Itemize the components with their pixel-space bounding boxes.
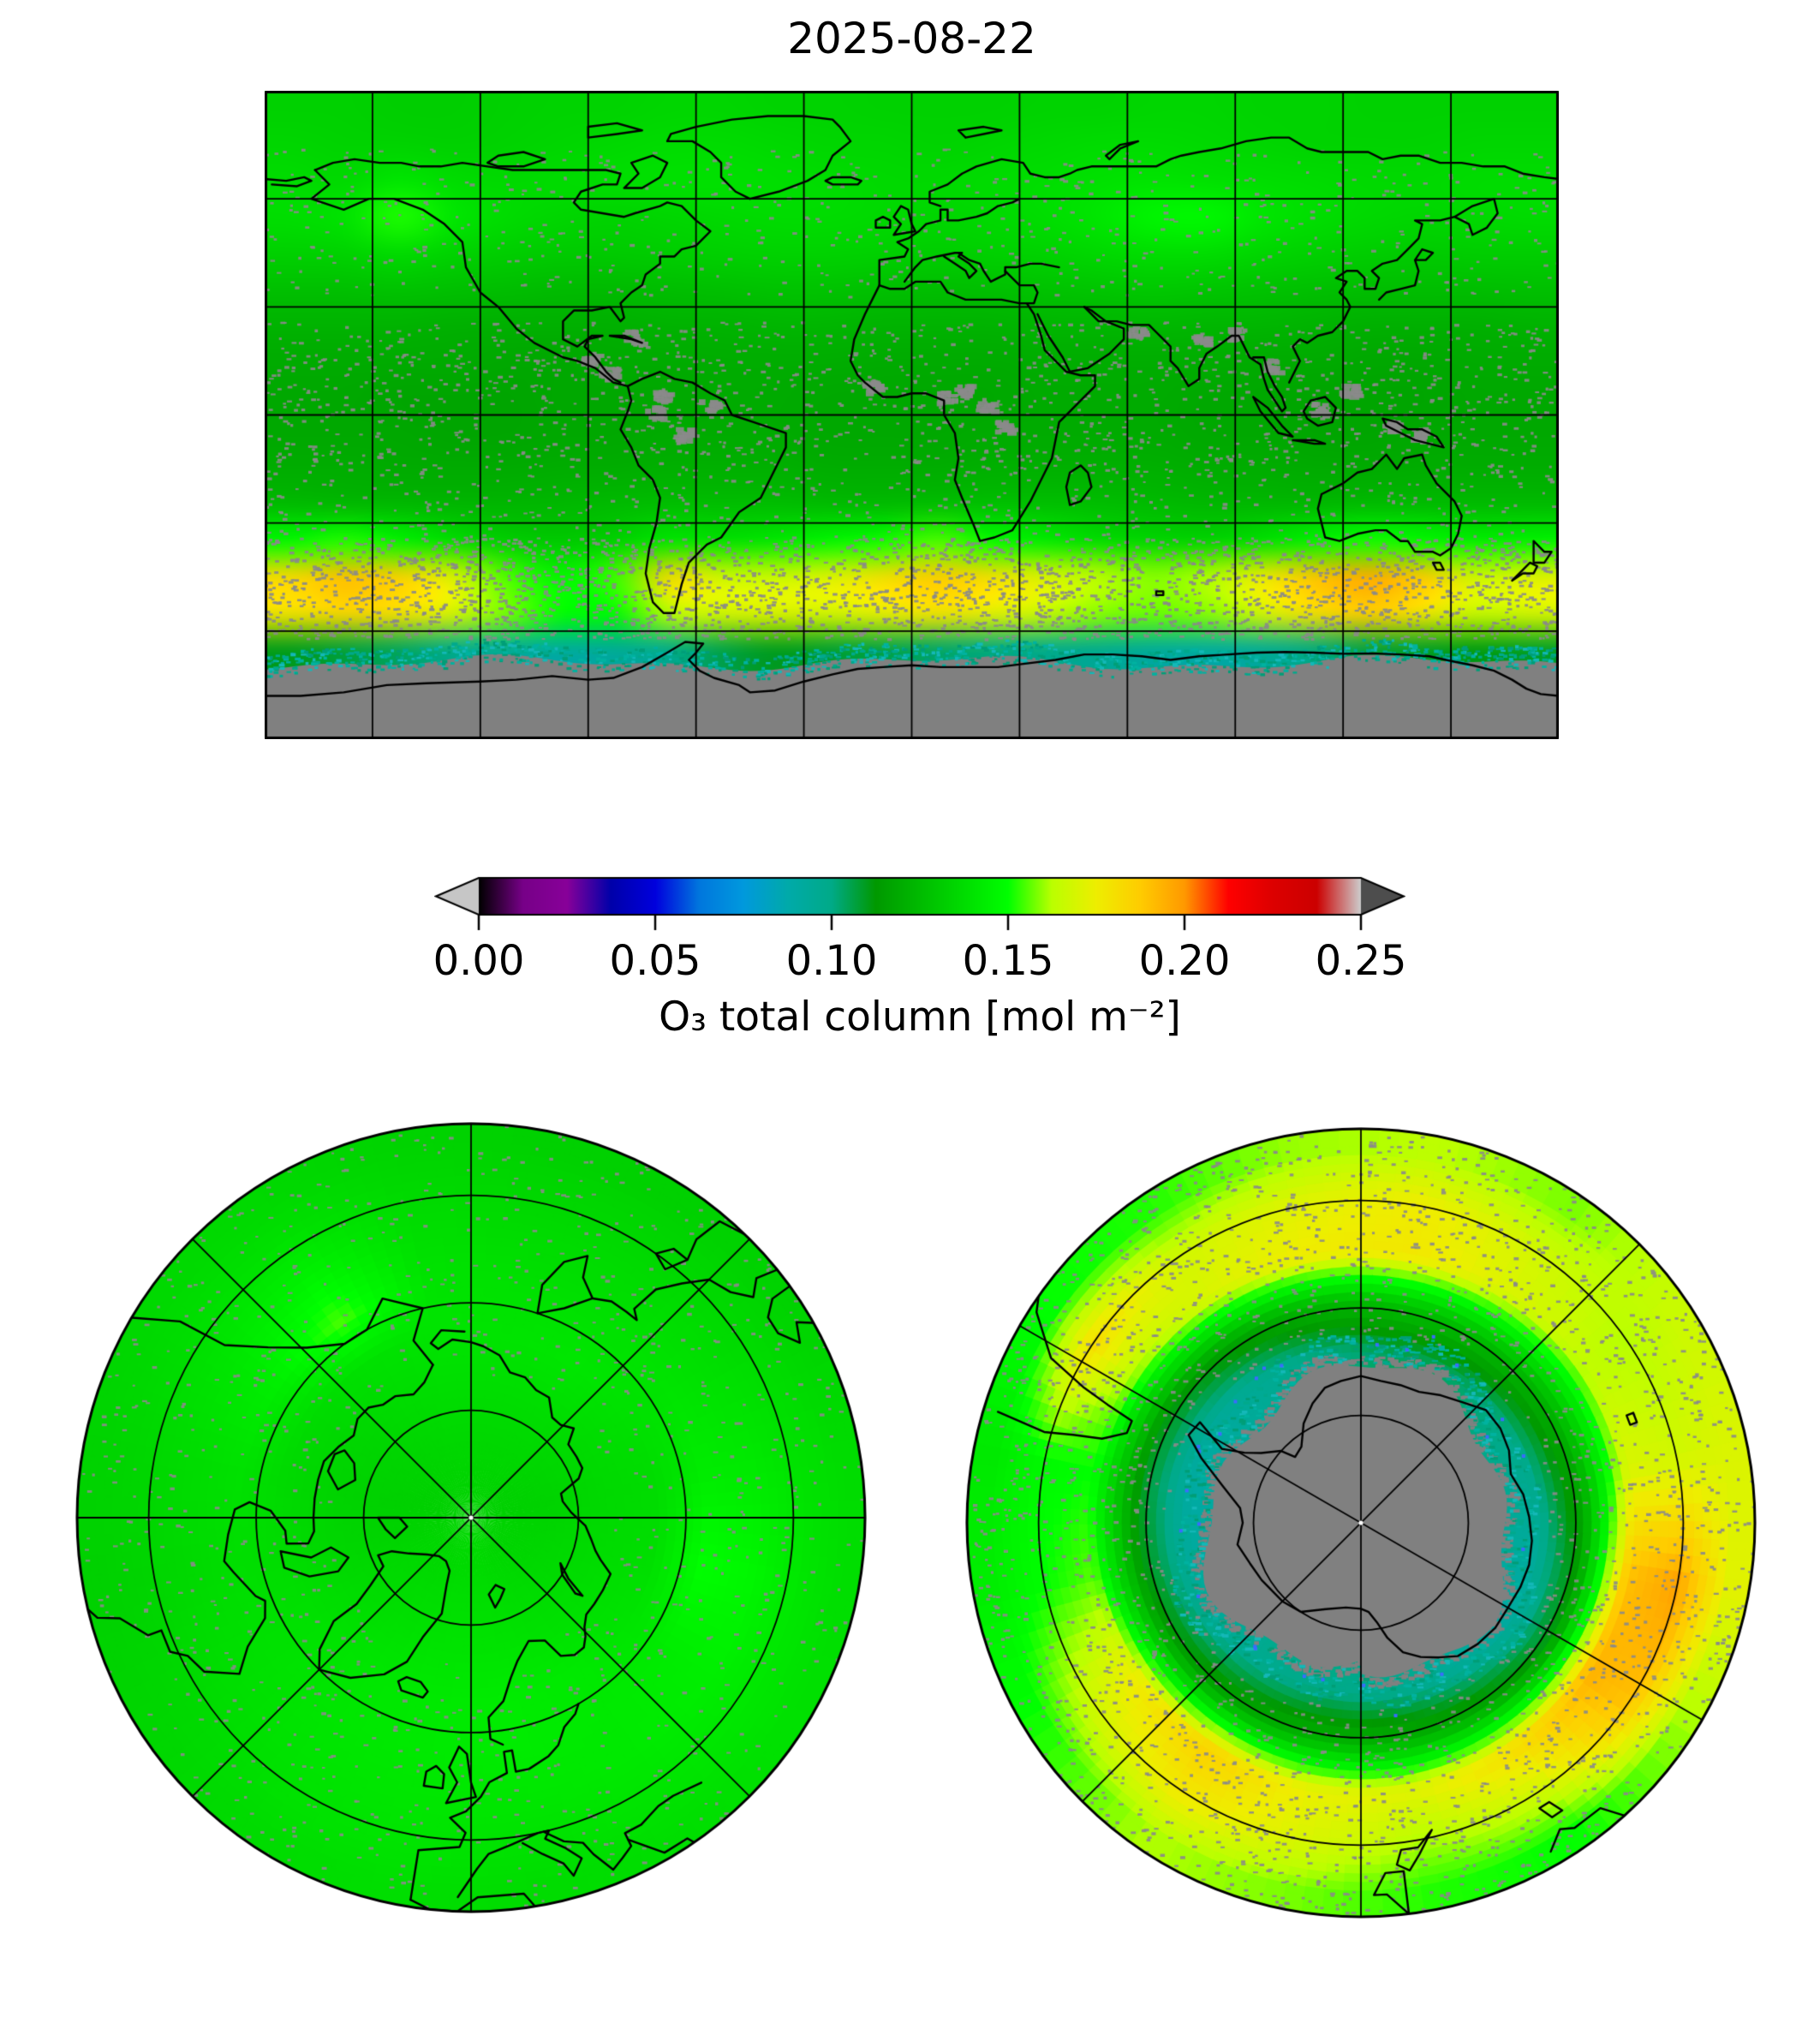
global-map-canvas <box>265 91 1559 739</box>
figure-title: 2025-08-22 <box>787 14 1036 63</box>
north-polar-map-canvas <box>75 1122 867 1913</box>
colorbar-canvas <box>434 875 1405 935</box>
colorbar-tick-labels: 0.00 0.05 0.10 0.15 0.20 0.25 <box>433 937 1407 988</box>
colorbar-tick-label: 0.15 <box>962 937 1054 985</box>
colorbar-label: O₃ total column [mol m⁻²] <box>659 994 1181 1041</box>
colorbar-tick-label: 0.10 <box>785 937 878 985</box>
colorbar-tick-label: 0.00 <box>433 937 525 985</box>
south-polar-map-canvas <box>965 1127 1757 1919</box>
colorbar-tick-label: 0.05 <box>609 937 701 985</box>
colorbar-tick-label: 0.25 <box>1315 937 1407 985</box>
colorbar-tick-label: 0.20 <box>1138 937 1231 985</box>
